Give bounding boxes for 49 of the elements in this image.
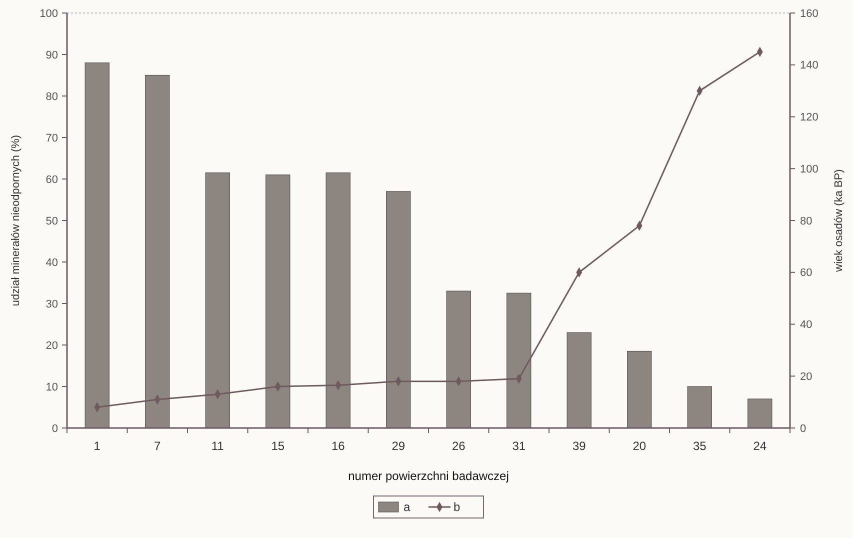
y-tick-label: 10 bbox=[46, 381, 58, 394]
x-tick-label: 15 bbox=[271, 439, 285, 453]
x-tick-label: 31 bbox=[512, 439, 526, 453]
y-tick-label: 20 bbox=[46, 340, 58, 352]
legend-label: b bbox=[454, 500, 460, 514]
y-axis-title: udział minerałów nieodpornych (%) bbox=[10, 134, 22, 306]
x-tick-label: 7 bbox=[154, 439, 162, 453]
y-tick-label: 50 bbox=[46, 215, 58, 228]
x-tick-label: 39 bbox=[572, 439, 586, 453]
y2-tick-label: 120 bbox=[800, 112, 818, 124]
y2-tick-label: 40 bbox=[800, 319, 812, 332]
bar bbox=[687, 386, 712, 428]
bar bbox=[145, 74, 170, 428]
bar bbox=[266, 174, 290, 428]
x-tick-label: 24 bbox=[753, 439, 767, 453]
bar bbox=[748, 398, 772, 428]
y2-tick-label: 20 bbox=[800, 370, 812, 383]
y2-tick-label: 0 bbox=[800, 422, 806, 435]
y2-axis-title: wiek osadów (ka BP) bbox=[833, 169, 845, 273]
y-tick-label: 30 bbox=[46, 298, 58, 310]
y2-tick-label: 60 bbox=[800, 267, 812, 280]
bar bbox=[386, 191, 411, 428]
y2-tick-label: 80 bbox=[800, 215, 812, 228]
x-tick-label: 29 bbox=[392, 439, 406, 453]
bar bbox=[326, 172, 350, 428]
y-tick-label: 60 bbox=[46, 174, 58, 186]
x-tick-label: 26 bbox=[452, 439, 466, 453]
y2-tick-label: 100 bbox=[800, 163, 818, 176]
bar bbox=[506, 292, 532, 428]
x-tick-label: 1 bbox=[94, 439, 101, 453]
bar bbox=[205, 172, 230, 428]
y2-tick-label: 160 bbox=[800, 8, 818, 20]
bar bbox=[446, 290, 471, 428]
bar bbox=[84, 62, 110, 428]
y-tick-label: 100 bbox=[40, 8, 58, 20]
bar bbox=[627, 350, 652, 428]
y-tick-label: 40 bbox=[46, 256, 58, 269]
x-tick-label: 20 bbox=[632, 439, 646, 453]
x-tick-label: 35 bbox=[692, 439, 707, 453]
y-tick-label: 70 bbox=[46, 132, 58, 144]
x-axis-title: numer powierzchni badawczej bbox=[348, 469, 509, 483]
legend-label: a bbox=[404, 500, 410, 514]
bar bbox=[566, 332, 592, 428]
y-tick-label: 80 bbox=[46, 90, 58, 103]
y-tick-label: 90 bbox=[46, 49, 58, 62]
x-tick-label: 11 bbox=[211, 439, 224, 453]
y2-tick-label: 140 bbox=[800, 60, 818, 72]
x-tick-label: 16 bbox=[331, 439, 346, 453]
y-tick-label: 0 bbox=[52, 422, 58, 435]
